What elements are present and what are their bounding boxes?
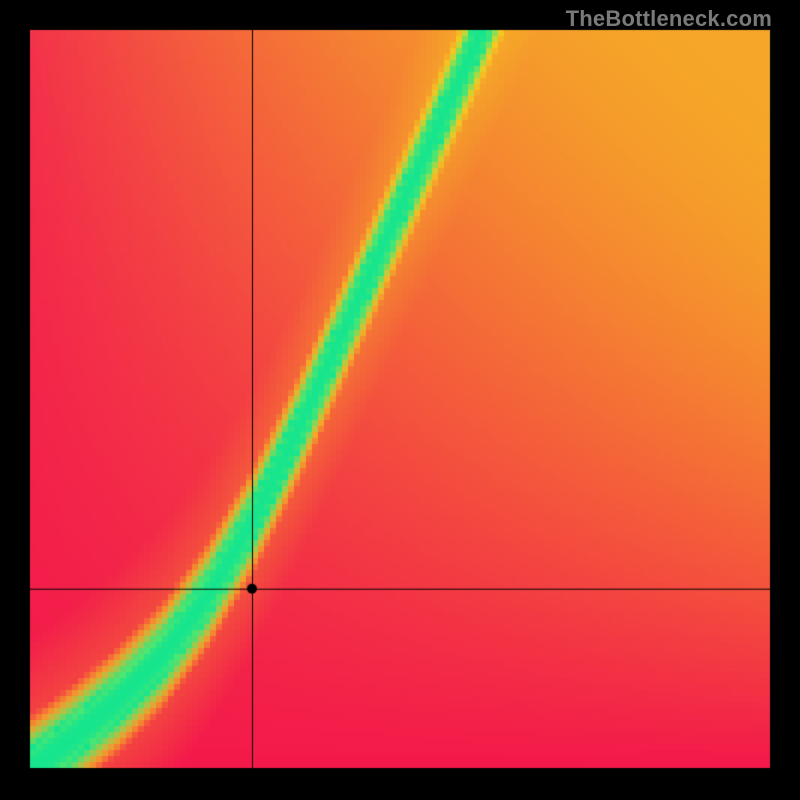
watermark-text: TheBottleneck.com <box>566 6 772 32</box>
bottleneck-heatmap <box>0 0 800 800</box>
